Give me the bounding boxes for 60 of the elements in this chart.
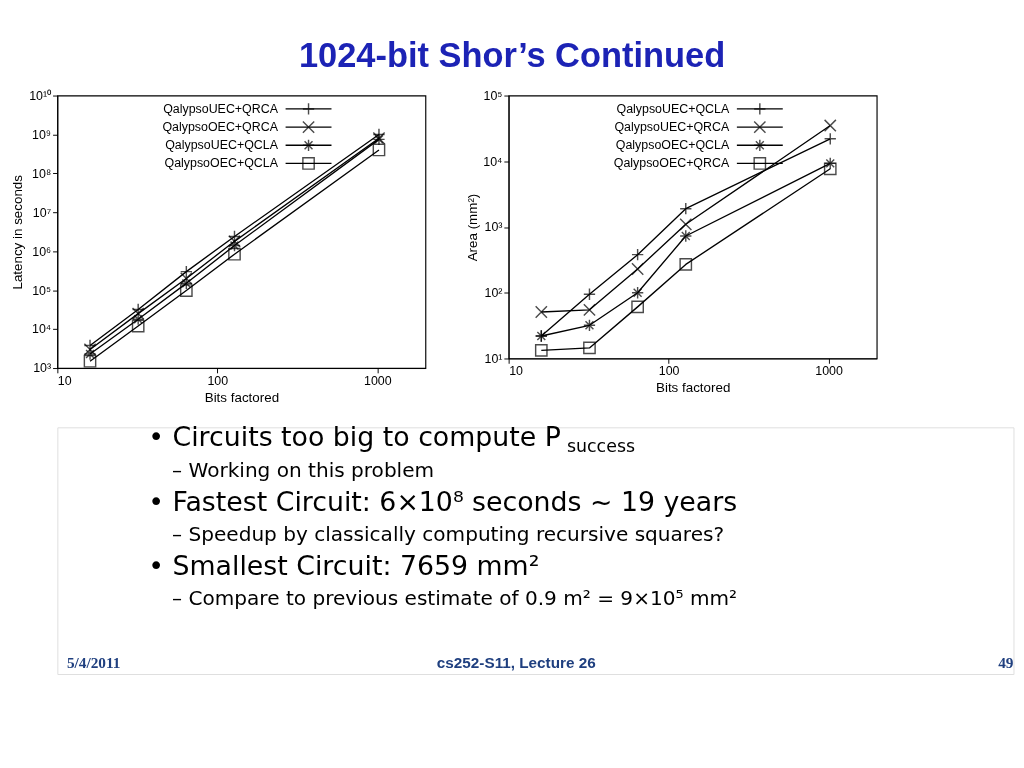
point [679, 258, 693, 271]
text: 1024-bit Shor’s Continued [298, 36, 726, 75]
x-axis-title: Bits factored [656, 380, 731, 396]
legend-label: QalypsoUEC+QCLA [165, 138, 279, 153]
y-tick-label: 10² [484, 286, 503, 301]
x-tick-label: 1000 [815, 364, 843, 379]
point [631, 286, 644, 300]
x-tick-label: 1000 [363, 373, 392, 388]
y-tick-label: 10¹⁰ [29, 88, 53, 103]
y-tick-label: 10⁶ [32, 244, 52, 259]
legend-label: QalypsoOEC+QCLA [164, 156, 279, 171]
point [583, 318, 596, 332]
text: 5/4/2011 [66, 654, 121, 672]
legend-label: QalypsoOEC+QRCA [613, 156, 730, 171]
y-tick-label: 10⁴ [483, 154, 503, 169]
text: cs252-S11, Lecture 26 [436, 654, 596, 672]
y-tick-label: 10³ [484, 220, 503, 235]
y-tick-label: 10⁵ [32, 283, 52, 298]
x-axis-title: Bits factored [204, 390, 280, 405]
legend-label: QalypsoOEC+QRCA [162, 119, 279, 134]
text: – Speedup by classically computing recursive squares? [172, 522, 725, 547]
y-tick-label: 10⁴ [32, 322, 52, 337]
legend-label: QalypsoUEC+QCLA [616, 101, 730, 116]
point [228, 247, 241, 261]
x-tick-label: 10 [57, 373, 72, 388]
legend-label: QalypsoUEC+QRCA [163, 101, 279, 116]
point [583, 341, 596, 355]
x-tick-label: 100 [207, 373, 229, 388]
text: – Compare to previous estimate of 0.9 m² = 9×10⁵ mm² [172, 586, 738, 611]
text: 49 [998, 654, 1014, 672]
text: • Smallest Circuit: 7659 mm² [148, 549, 540, 581]
point [131, 319, 145, 333]
point [679, 217, 693, 231]
y-tick-label: 10⁷ [32, 205, 52, 220]
y-axis-title: Area (mm²) [464, 193, 480, 262]
text: – Working on this problem [172, 458, 435, 483]
point [534, 343, 548, 357]
y-axis-title: Latency in seconds [9, 174, 25, 290]
point [83, 354, 97, 368]
x-tick-label: 100 [658, 364, 680, 379]
y-tick-label: 10⁹ [32, 127, 52, 142]
point [83, 347, 97, 361]
text: • Fastest Circuit: 6×10⁸ seconds ~ 19 years [148, 485, 738, 517]
point [179, 284, 193, 297]
y-tick-label: 10³ [33, 361, 52, 376]
point [179, 276, 193, 290]
legend-label: QalypsoUEC+QRCA [614, 119, 730, 134]
point [631, 300, 644, 314]
point [83, 343, 97, 356]
point [631, 262, 644, 276]
point [228, 239, 241, 252]
legend-label: QalypsoOEC+QCLA [615, 138, 730, 153]
point [534, 305, 548, 319]
y-tick-label: 10⁵ [483, 88, 503, 103]
y-tick-label: 10¹ [484, 351, 503, 366]
y-tick-label: 10⁸ [32, 166, 52, 181]
x-tick-label: 10 [509, 364, 524, 379]
point [679, 229, 693, 243]
point [131, 312, 145, 326]
point [583, 303, 596, 317]
